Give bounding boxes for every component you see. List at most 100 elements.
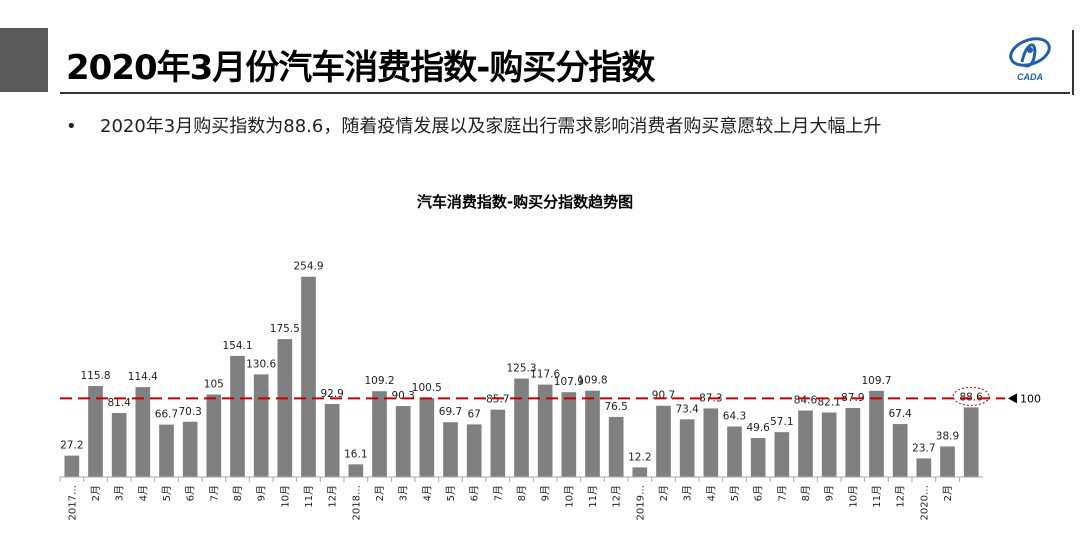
- data-label-0: 27.2: [60, 440, 83, 452]
- bar-10: [301, 276, 316, 477]
- bar-28: [727, 426, 742, 477]
- cada-logo-icon: CADA: [1009, 37, 1051, 82]
- x-tick-label-32: 9月: [824, 485, 836, 501]
- data-label-18: 85.7: [486, 394, 509, 406]
- bar-23: [608, 416, 624, 477]
- bar-15: [419, 398, 435, 477]
- bar-12: [348, 464, 364, 477]
- bar-7: [230, 355, 245, 477]
- data-label-13: 109.2: [364, 375, 394, 387]
- bar-2: [111, 413, 127, 477]
- bar-20: [537, 384, 553, 477]
- x-tick-label-28: 5月: [729, 485, 741, 501]
- bullet-text: 2020年3月购买指数为88.6，随着疫情发展以及家庭出行需求影响消费者购买意愿…: [100, 116, 882, 137]
- x-tick-label-10: 11月: [303, 485, 315, 508]
- bar-21: [561, 392, 577, 477]
- x-tick-label-27: 4月: [705, 485, 717, 501]
- data-label-26: 73.4: [675, 403, 699, 415]
- data-label-11: 92.9: [320, 388, 343, 400]
- bar-35: [892, 424, 908, 477]
- bar-16: [443, 422, 458, 477]
- data-label-28: 64.3: [723, 410, 746, 422]
- x-tick-label-7: 8月: [232, 485, 244, 501]
- bar-9: [277, 339, 293, 477]
- bar-13: [372, 391, 387, 477]
- latest-value-highlight: [952, 386, 990, 406]
- data-label-4: 66.7: [155, 409, 178, 421]
- slide-title: 2020年3月份汽车消费指数-购买分指数: [66, 48, 655, 88]
- x-tick-label-18: 7月: [492, 485, 504, 501]
- data-label-38: 88.6: [959, 391, 983, 403]
- bar-4: [159, 424, 174, 477]
- data-label-16: 69.7: [439, 406, 462, 418]
- bar-3: [135, 387, 151, 477]
- x-tick-label-30: 7月: [776, 485, 788, 501]
- x-tick-label-35: 12月: [895, 485, 907, 508]
- x-tick-label-16: 5月: [445, 485, 457, 501]
- reference-arrow-icon: [1008, 393, 1017, 404]
- x-tick-label-13: 2月: [374, 485, 386, 501]
- bar-19: [514, 378, 529, 477]
- data-label-19: 125.3: [506, 363, 536, 375]
- bar-36: [916, 458, 932, 477]
- x-tick-label-6: 7月: [208, 485, 220, 501]
- data-label-34: 109.7: [861, 375, 891, 387]
- bar-6: [206, 394, 222, 477]
- x-tick-label-33: 10月: [847, 485, 859, 508]
- x-tick-label-20: 9月: [540, 485, 552, 501]
- x-tick-label-23: 12月: [611, 485, 623, 508]
- data-label-6: 105: [204, 379, 224, 391]
- x-tick-label-36: 2020…: [919, 485, 930, 520]
- bullet-symbol: •: [66, 116, 77, 137]
- data-label-17: 67: [467, 408, 480, 420]
- data-label-7: 154.1: [222, 340, 252, 352]
- bar-31: [798, 410, 813, 477]
- data-label-9: 175.5: [270, 323, 300, 335]
- bar-29: [750, 438, 766, 477]
- bar-0: [64, 455, 80, 477]
- chart-title: 汽车消费指数-购买分指数趋势图: [417, 193, 633, 211]
- data-label-8: 130.6: [246, 358, 276, 370]
- bullet-point: • 2020年3月购买指数为88.6，随着疫情发展以及家庭出行需求影响消费者购买意…: [66, 112, 881, 138]
- data-label-25: 90.7: [652, 390, 675, 402]
- bar-32: [821, 412, 837, 477]
- data-label-24: 12.2: [628, 451, 651, 463]
- data-label-15: 100.5: [412, 382, 442, 394]
- svg-text:CADA: CADA: [1017, 72, 1043, 82]
- x-tick-label-1: 2月: [90, 485, 102, 501]
- x-tick-label-14: 3月: [398, 485, 410, 501]
- bar-26: [679, 419, 695, 477]
- title-accent-bar: [0, 28, 48, 92]
- data-label-36: 23.7: [912, 442, 935, 454]
- bar-24: [632, 467, 648, 477]
- x-tick-label-22: 11月: [587, 485, 599, 508]
- bar-38: [963, 407, 979, 477]
- bar-11: [324, 404, 340, 477]
- bar-17: [466, 424, 482, 477]
- bar-27: [703, 408, 719, 477]
- data-label-20: 117.6: [530, 369, 560, 381]
- bar-8: [253, 374, 269, 477]
- header-right-divider: [1072, 30, 1074, 95]
- x-tick-label-29: 6月: [753, 485, 765, 501]
- data-label-29: 49.6: [746, 422, 770, 434]
- x-tick-label-9: 10月: [279, 485, 291, 508]
- data-label-5: 70.3: [178, 406, 201, 418]
- x-tick-label-4: 5月: [161, 485, 173, 501]
- bar-1: [88, 386, 103, 477]
- x-tick-label-12: 2018…: [351, 485, 362, 520]
- x-tick-label-25: 2月: [658, 485, 670, 501]
- data-label-2: 81.4: [107, 397, 131, 409]
- data-label-35: 67.4: [888, 408, 912, 420]
- x-tick-label-24: 2019…: [635, 485, 646, 520]
- x-tick-label-2: 3月: [114, 485, 126, 501]
- data-label-3: 114.4: [128, 371, 158, 383]
- bar-37: [940, 446, 955, 477]
- data-label-21: 107.9: [554, 376, 584, 388]
- bar-18: [490, 409, 506, 477]
- x-tick-label-5: 6月: [185, 485, 197, 501]
- bar-22: [585, 390, 600, 477]
- bar-30: [774, 432, 790, 477]
- data-label-32: 82.1: [817, 396, 840, 408]
